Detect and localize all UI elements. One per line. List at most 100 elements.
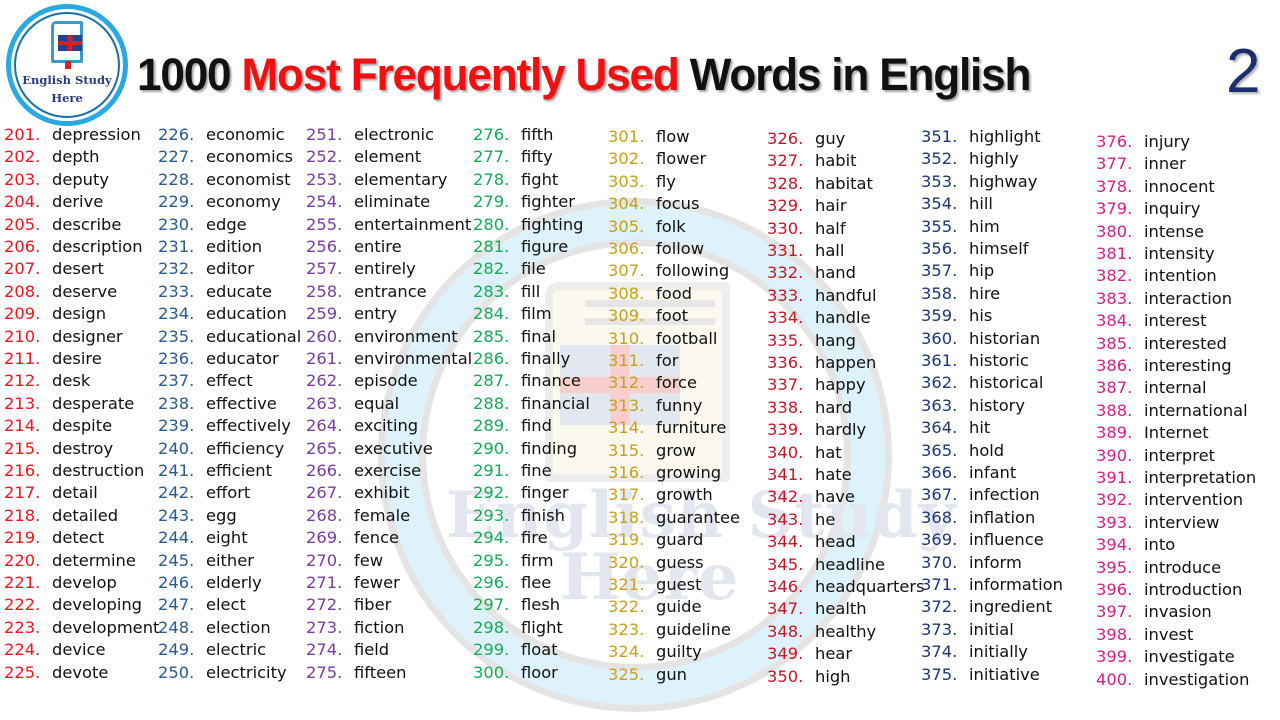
item-word: economic xyxy=(206,125,285,144)
item-word: ingredient xyxy=(969,597,1053,616)
list-item: 338. hard xyxy=(767,397,852,419)
item-word: fly xyxy=(656,172,676,191)
list-item: 377. inner xyxy=(1096,153,1186,175)
list-item: 368. inflation xyxy=(921,507,1035,529)
item-word: force xyxy=(656,373,697,392)
item-word: fence xyxy=(354,528,400,547)
item-word: hold xyxy=(969,441,1005,460)
list-item: 209. design xyxy=(4,303,106,325)
list-item: 297. flesh xyxy=(473,594,560,616)
list-item: 295. firm xyxy=(473,550,554,572)
item-word: derive xyxy=(52,192,104,211)
list-item: 255. entertainment xyxy=(306,214,471,236)
list-item: 272. fiber xyxy=(306,594,391,616)
list-item: 276. fifth xyxy=(473,124,553,146)
item-number: 288. xyxy=(473,394,510,413)
list-item: 346. headquarters xyxy=(767,576,925,598)
item-number: 268. xyxy=(306,506,343,525)
item-word: initial xyxy=(969,620,1014,639)
list-item: 242. effort xyxy=(158,482,250,504)
item-number: 267. xyxy=(306,483,343,502)
list-item: 350. high xyxy=(767,666,851,688)
item-word: intention xyxy=(1144,266,1217,285)
item-number: 219. xyxy=(4,528,41,547)
item-word: elementary xyxy=(354,170,448,189)
list-item: 269. fence xyxy=(306,527,399,549)
item-number: 375. xyxy=(921,665,958,684)
list-item: 213. desperate xyxy=(4,393,134,415)
item-number: 386. xyxy=(1096,356,1133,375)
item-number: 354. xyxy=(921,194,958,213)
list-item: 322. guide xyxy=(608,596,702,618)
item-number: 351. xyxy=(921,127,958,146)
item-number: 365. xyxy=(921,441,958,460)
item-word: edition xyxy=(206,237,263,256)
item-word: guide xyxy=(656,597,702,616)
item-number: 315. xyxy=(608,441,645,460)
watermark-text-line1: English Study xyxy=(446,478,957,553)
item-number: 270. xyxy=(306,551,343,570)
item-number: 344. xyxy=(767,532,804,551)
list-item: 234. education xyxy=(158,303,287,325)
item-number: 216. xyxy=(4,461,41,480)
list-item: 336. happen xyxy=(767,352,876,374)
item-word: financial xyxy=(521,394,590,413)
list-item: 264. exciting xyxy=(306,415,418,437)
list-item: 383. interaction xyxy=(1096,288,1232,310)
list-item: 287. finance xyxy=(473,370,581,392)
item-word: exercise xyxy=(354,461,422,480)
item-word: influence xyxy=(969,530,1044,549)
item-word: health xyxy=(815,599,867,618)
item-word: electric xyxy=(206,640,267,659)
item-word: effectively xyxy=(206,416,291,435)
list-item: 277. fifty xyxy=(473,146,553,168)
item-number: 366. xyxy=(921,463,958,482)
item-number: 241. xyxy=(158,461,195,480)
item-word: interpret xyxy=(1144,446,1216,465)
list-item: 388. international xyxy=(1096,400,1248,422)
item-number: 361. xyxy=(921,351,958,370)
item-word: guest xyxy=(656,575,702,594)
list-item: 348. healthy xyxy=(767,621,876,643)
item-number: 382. xyxy=(1096,266,1133,285)
item-word: injury xyxy=(1144,132,1191,151)
item-number: 310. xyxy=(608,329,645,348)
item-word: developing xyxy=(52,595,143,614)
item-word: fine xyxy=(521,461,552,480)
item-number: 259. xyxy=(306,304,343,323)
item-number: 205. xyxy=(4,215,41,234)
item-word: initiative xyxy=(969,665,1040,684)
watermark-book-line xyxy=(585,300,715,307)
item-number: 264. xyxy=(306,416,343,435)
item-number: 272. xyxy=(306,595,343,614)
item-word: interesting xyxy=(1144,356,1232,375)
item-word: film xyxy=(521,304,552,323)
item-word: inform xyxy=(969,553,1022,572)
item-word: information xyxy=(969,575,1063,594)
item-number: 262. xyxy=(306,371,343,390)
list-item: 329. hair xyxy=(767,195,847,217)
list-item: 252. element xyxy=(306,146,421,168)
item-number: 395. xyxy=(1096,558,1133,577)
item-word: eight xyxy=(206,528,248,547)
item-word: fire xyxy=(521,528,548,547)
item-word: egg xyxy=(206,506,237,525)
item-word: focus xyxy=(656,194,700,213)
item-word: growth xyxy=(656,485,713,504)
logo-text-line1: English Study xyxy=(22,73,112,87)
list-item: 222. developing xyxy=(4,594,142,616)
item-word: destruction xyxy=(52,461,145,480)
item-word: few xyxy=(354,551,384,570)
item-number: 352. xyxy=(921,149,958,168)
item-word: guilty xyxy=(656,642,702,661)
list-item: 278. fight xyxy=(473,169,558,191)
list-item: 246. elderly xyxy=(158,572,262,594)
item-number: 278. xyxy=(473,170,510,189)
list-item: 245. either xyxy=(158,550,254,572)
item-word: desperate xyxy=(52,394,135,413)
item-number: 232. xyxy=(158,259,195,278)
item-number: 320. xyxy=(608,553,645,572)
item-word: intense xyxy=(1144,222,1205,241)
list-item: 233. educate xyxy=(158,281,272,303)
list-item: 327. habit xyxy=(767,150,857,172)
